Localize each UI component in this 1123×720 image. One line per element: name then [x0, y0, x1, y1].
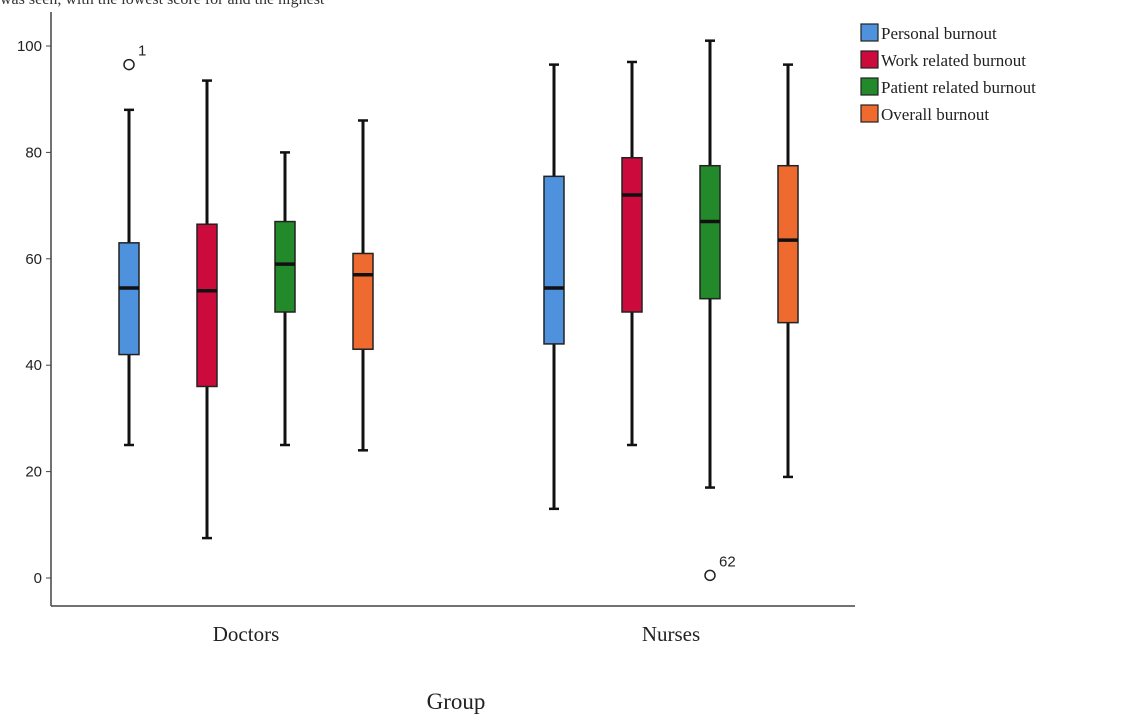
legend-label: Work related burnout — [881, 51, 1026, 70]
iqr-box — [352, 252, 374, 350]
iqr-box — [621, 156, 643, 313]
y-tick-label: 20 — [25, 464, 42, 481]
legend-swatch — [860, 77, 879, 96]
legend-label: Patient related burnout — [881, 78, 1036, 97]
y-tick-label: 80 — [25, 144, 42, 161]
box-patient-related-burnout-nurses: 62 — [699, 39, 736, 582]
box-patient-related-burnout-doctors — [274, 151, 296, 447]
y-tick-label: 60 — [25, 251, 42, 268]
box-personal-burnout-nurses — [543, 63, 565, 511]
iqr-box — [196, 223, 218, 388]
box-work-related-burnout-doctors — [196, 79, 218, 540]
outlier-label: 62 — [719, 553, 736, 570]
legend-swatch — [860, 104, 879, 123]
x-category-label: Nurses — [642, 622, 700, 646]
iqr-box — [274, 220, 296, 313]
y-tick-label: 0 — [34, 570, 42, 587]
y-tick-label: 100 — [17, 38, 42, 55]
box-overall-burnout-doctors — [352, 119, 374, 452]
legend-swatch — [860, 23, 879, 42]
x-category-label: Doctors — [213, 622, 280, 646]
iqr-box — [543, 175, 565, 345]
y-tick-label: 40 — [25, 357, 42, 374]
box-groups: 1 62 — [118, 39, 799, 582]
box-work-related-burnout-nurses — [621, 60, 643, 447]
legend-label: Personal burnout — [881, 24, 997, 43]
iqr-box — [118, 242, 140, 356]
legend: Personal burnout Work related burnout Pati… — [860, 23, 1036, 124]
box-personal-burnout-doctors: 1 — [118, 43, 146, 447]
x-axis-title: Group — [427, 689, 486, 714]
box-overall-burnout-nurses — [777, 63, 799, 479]
legend-label: Overall burnout — [881, 105, 989, 124]
iqr-box — [777, 164, 799, 324]
axes: 0 20 40 60 80 100 Doctors Nurses — [17, 12, 855, 646]
outlier-point — [704, 569, 716, 582]
legend-swatch — [860, 50, 879, 69]
iqr-box — [699, 164, 721, 300]
outlier-label: 1 — [138, 43, 146, 60]
caption-fragment: was seen, with the lowest score for and … — [0, 0, 324, 9]
outlier-point — [123, 58, 135, 71]
